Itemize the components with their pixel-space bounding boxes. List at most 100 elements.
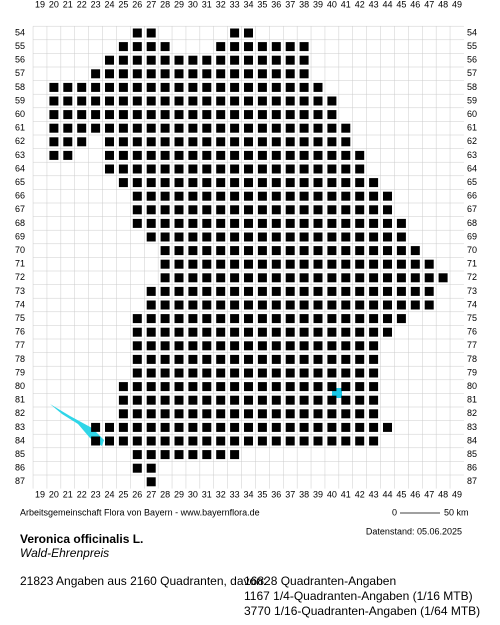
presence-square [313,286,323,296]
column-label: 23 [91,489,101,499]
presence-square [327,96,337,106]
presence-square [355,395,365,405]
presence-square [132,69,142,79]
column-label: 28 [160,0,170,9]
column-label: 25 [118,489,128,499]
presence-square [132,382,142,392]
presence-square [160,354,170,364]
row-label: 71 [467,259,477,269]
presence-square [105,123,114,133]
presence-square [327,164,337,174]
presence-square [216,246,226,256]
column-label: 41 [341,0,351,9]
presence-square [230,178,240,188]
presence-square [216,395,226,405]
presence-square [341,123,351,133]
presence-square [188,259,198,269]
row-label: 87 [15,476,25,486]
presence-square [299,286,309,296]
presence-square [202,55,212,65]
presence-square [299,422,309,432]
presence-square [174,436,184,446]
presence-square [341,218,351,228]
presence-square [285,150,295,160]
presence-square [257,300,267,310]
presence-square [313,382,323,392]
stats-line: 3770 1/16-Quadranten-Angaben (1/64 MTB) [244,604,480,618]
row-label: 85 [467,449,477,459]
presence-square [285,341,295,351]
presence-square [327,286,337,296]
presence-square [174,327,184,337]
presence-square [313,123,323,133]
presence-square [369,300,379,310]
presence-square [160,246,170,256]
presence-square [230,191,240,201]
presence-square [285,368,295,378]
presence-square [257,232,267,242]
presence-square [216,164,226,174]
presence-square [188,273,198,283]
stats-line: 1167 1/4-Quadranten-Angaben (1/16 MTB) [244,589,473,603]
presence-square [188,450,198,460]
row-label: 86 [15,463,25,473]
presence-square [341,178,351,188]
presence-square [230,314,240,324]
presence-square [146,327,156,337]
presence-square [285,178,295,188]
presence-square [160,150,170,160]
presence-square [202,422,212,432]
presence-square [244,354,253,364]
presence-square [341,205,351,215]
presence-square [174,82,184,92]
presence-square [132,463,142,473]
row-label: 62 [467,136,477,146]
row-label: 68 [467,218,477,228]
presence-square [369,382,379,392]
presence-square [202,395,212,405]
row-label: 59 [467,95,477,105]
column-label: 22 [77,489,87,499]
row-label: 79 [15,367,25,377]
presence-square [299,436,309,446]
presence-square [355,191,365,201]
presence-square [202,341,212,351]
column-label: 24 [104,489,114,499]
presence-square [49,110,59,120]
column-label: 23 [91,0,101,9]
row-label: 77 [15,340,25,350]
presence-square [216,42,226,52]
water-square [332,388,342,398]
presence-square [118,96,128,106]
presence-square [285,110,295,120]
presence-square [327,246,337,256]
presence-square [369,205,379,215]
presence-square [285,55,295,65]
presence-square [383,314,392,324]
presence-square [202,205,212,215]
row-label: 76 [467,327,477,337]
column-label: 37 [285,489,295,499]
presence-square [216,191,226,201]
presence-square [369,327,379,337]
presence-square [327,123,337,133]
presence-square [202,273,212,283]
presence-square [77,137,87,147]
presence-square [63,137,73,147]
presence-square [244,69,253,79]
presence-square [174,96,184,106]
presence-square [230,150,240,160]
presence-square [174,164,184,174]
presence-square [271,137,281,147]
presence-square [132,96,142,106]
presence-square [146,286,156,296]
presence-square [105,96,114,106]
presence-square [174,286,184,296]
presence-square [327,382,337,392]
presence-square [424,300,434,310]
presence-square [341,137,351,147]
presence-square [327,273,337,283]
presence-square [91,82,101,92]
presence-square [299,69,309,79]
